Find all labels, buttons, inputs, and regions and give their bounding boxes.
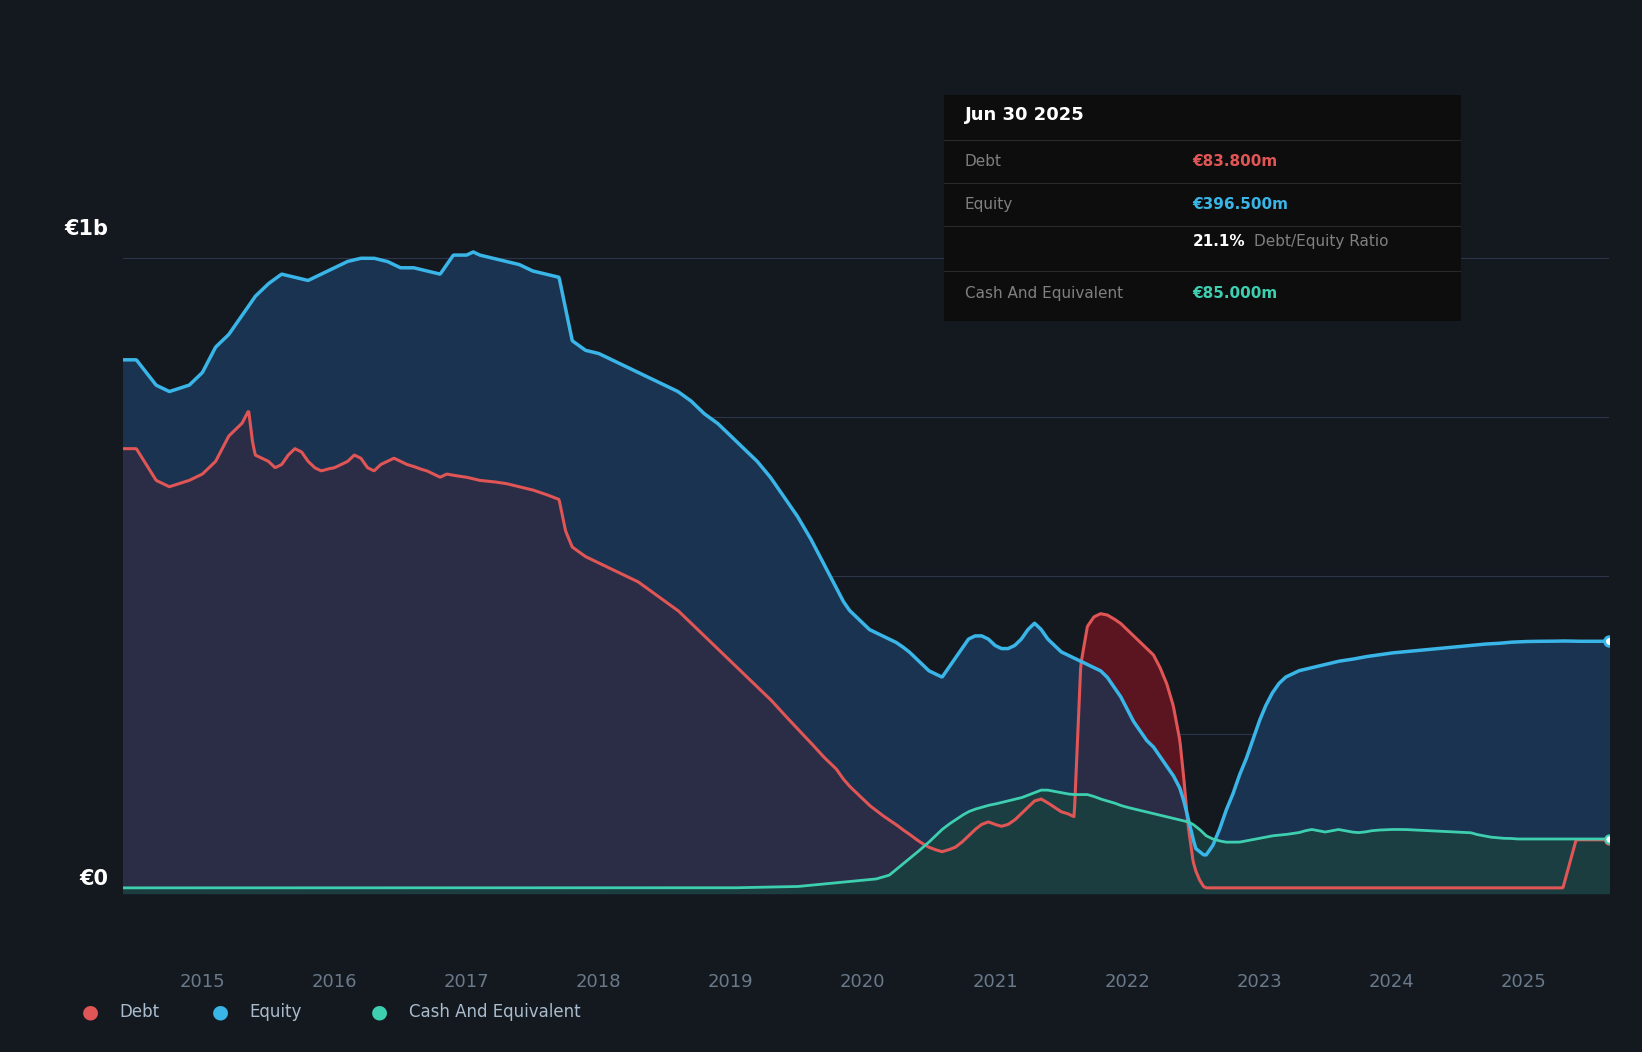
- Text: 2019: 2019: [708, 973, 754, 991]
- Text: 2022: 2022: [1103, 973, 1149, 991]
- Text: Jun 30 2025: Jun 30 2025: [965, 106, 1085, 124]
- Text: 21.1%: 21.1%: [1192, 235, 1245, 249]
- Text: 2016: 2016: [312, 973, 358, 991]
- Text: Debt: Debt: [120, 1003, 159, 1021]
- Text: ●: ●: [82, 1003, 99, 1021]
- Text: Cash And Equivalent: Cash And Equivalent: [409, 1003, 581, 1021]
- Text: €1b: €1b: [64, 219, 108, 239]
- Text: Cash And Equivalent: Cash And Equivalent: [965, 286, 1123, 301]
- Text: 2023: 2023: [1236, 973, 1282, 991]
- Text: 2015: 2015: [179, 973, 225, 991]
- Text: €0: €0: [79, 869, 108, 889]
- Text: Debt: Debt: [965, 154, 1002, 169]
- Text: €396.500m: €396.500m: [1192, 197, 1289, 211]
- Text: Debt/Equity Ratio: Debt/Equity Ratio: [1254, 235, 1389, 249]
- Text: Equity: Equity: [250, 1003, 302, 1021]
- Text: 2024: 2024: [1368, 973, 1414, 991]
- Text: 2021: 2021: [972, 973, 1018, 991]
- Text: ●: ●: [371, 1003, 388, 1021]
- Text: Equity: Equity: [965, 197, 1013, 211]
- Text: €85.000m: €85.000m: [1192, 286, 1277, 301]
- Text: €83.800m: €83.800m: [1192, 154, 1277, 169]
- Text: 2025: 2025: [1501, 973, 1547, 991]
- Text: 2018: 2018: [576, 973, 621, 991]
- Text: 2020: 2020: [841, 973, 885, 991]
- Text: 2017: 2017: [443, 973, 489, 991]
- Text: ●: ●: [212, 1003, 228, 1021]
